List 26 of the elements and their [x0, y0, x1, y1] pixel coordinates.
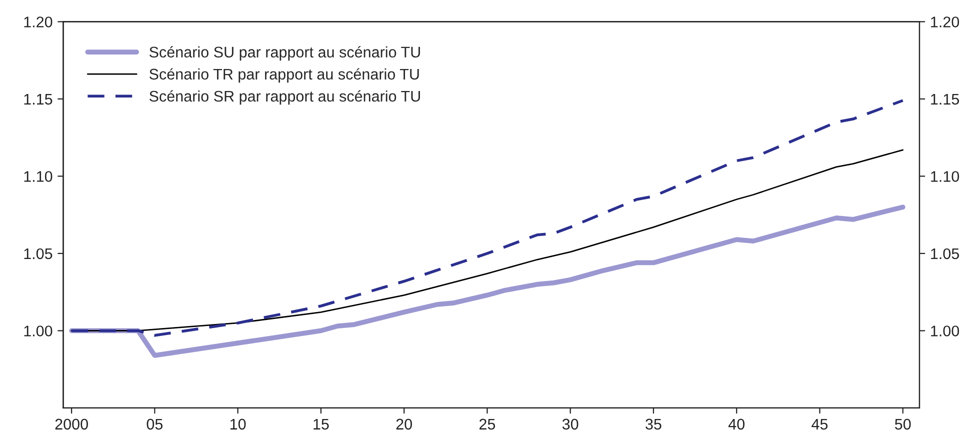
legend-label: Scénario SU par rapport au scénario TU — [149, 46, 420, 61]
legend-label: Scénario TR par rapport au scénario TU — [149, 68, 419, 83]
y2-tick-label: 1.15 — [931, 94, 959, 105]
y2-tick-label: 1.10 — [931, 171, 960, 182]
y2-tick-label: 1.20 — [931, 16, 960, 28]
legend-label: Scénario SR par rapport au scénario TU — [149, 90, 420, 105]
x-tick-label: 35 — [646, 418, 662, 430]
x-tick-label: 10 — [230, 418, 246, 430]
line-series — [70, 149, 904, 332]
x-tick-label: 25 — [479, 418, 496, 430]
y-tick-label: 1.10 — [24, 171, 52, 182]
x-tick-label: 40 — [728, 418, 744, 430]
y-tick-label: 1.15 — [24, 94, 52, 105]
y-tick-label: 1.20 — [24, 16, 52, 28]
y2-tick-label: 1.00 — [931, 326, 960, 336]
y-tick-label: 1.05 — [24, 248, 52, 260]
x-tick-label: 50 — [894, 418, 911, 430]
x-tick-label: 2000 — [55, 418, 88, 430]
y-tick-label: 1.00 — [24, 326, 52, 336]
line-series — [69, 204, 906, 358]
x-tick-label: 20 — [396, 418, 412, 430]
x-tick-label: 45 — [812, 418, 828, 430]
y2-tick-label: 1.05 — [931, 248, 959, 260]
x-tick-label: 15 — [314, 418, 329, 430]
x-tick-label: 05 — [146, 418, 163, 430]
x-tick-label: 30 — [562, 418, 578, 430]
